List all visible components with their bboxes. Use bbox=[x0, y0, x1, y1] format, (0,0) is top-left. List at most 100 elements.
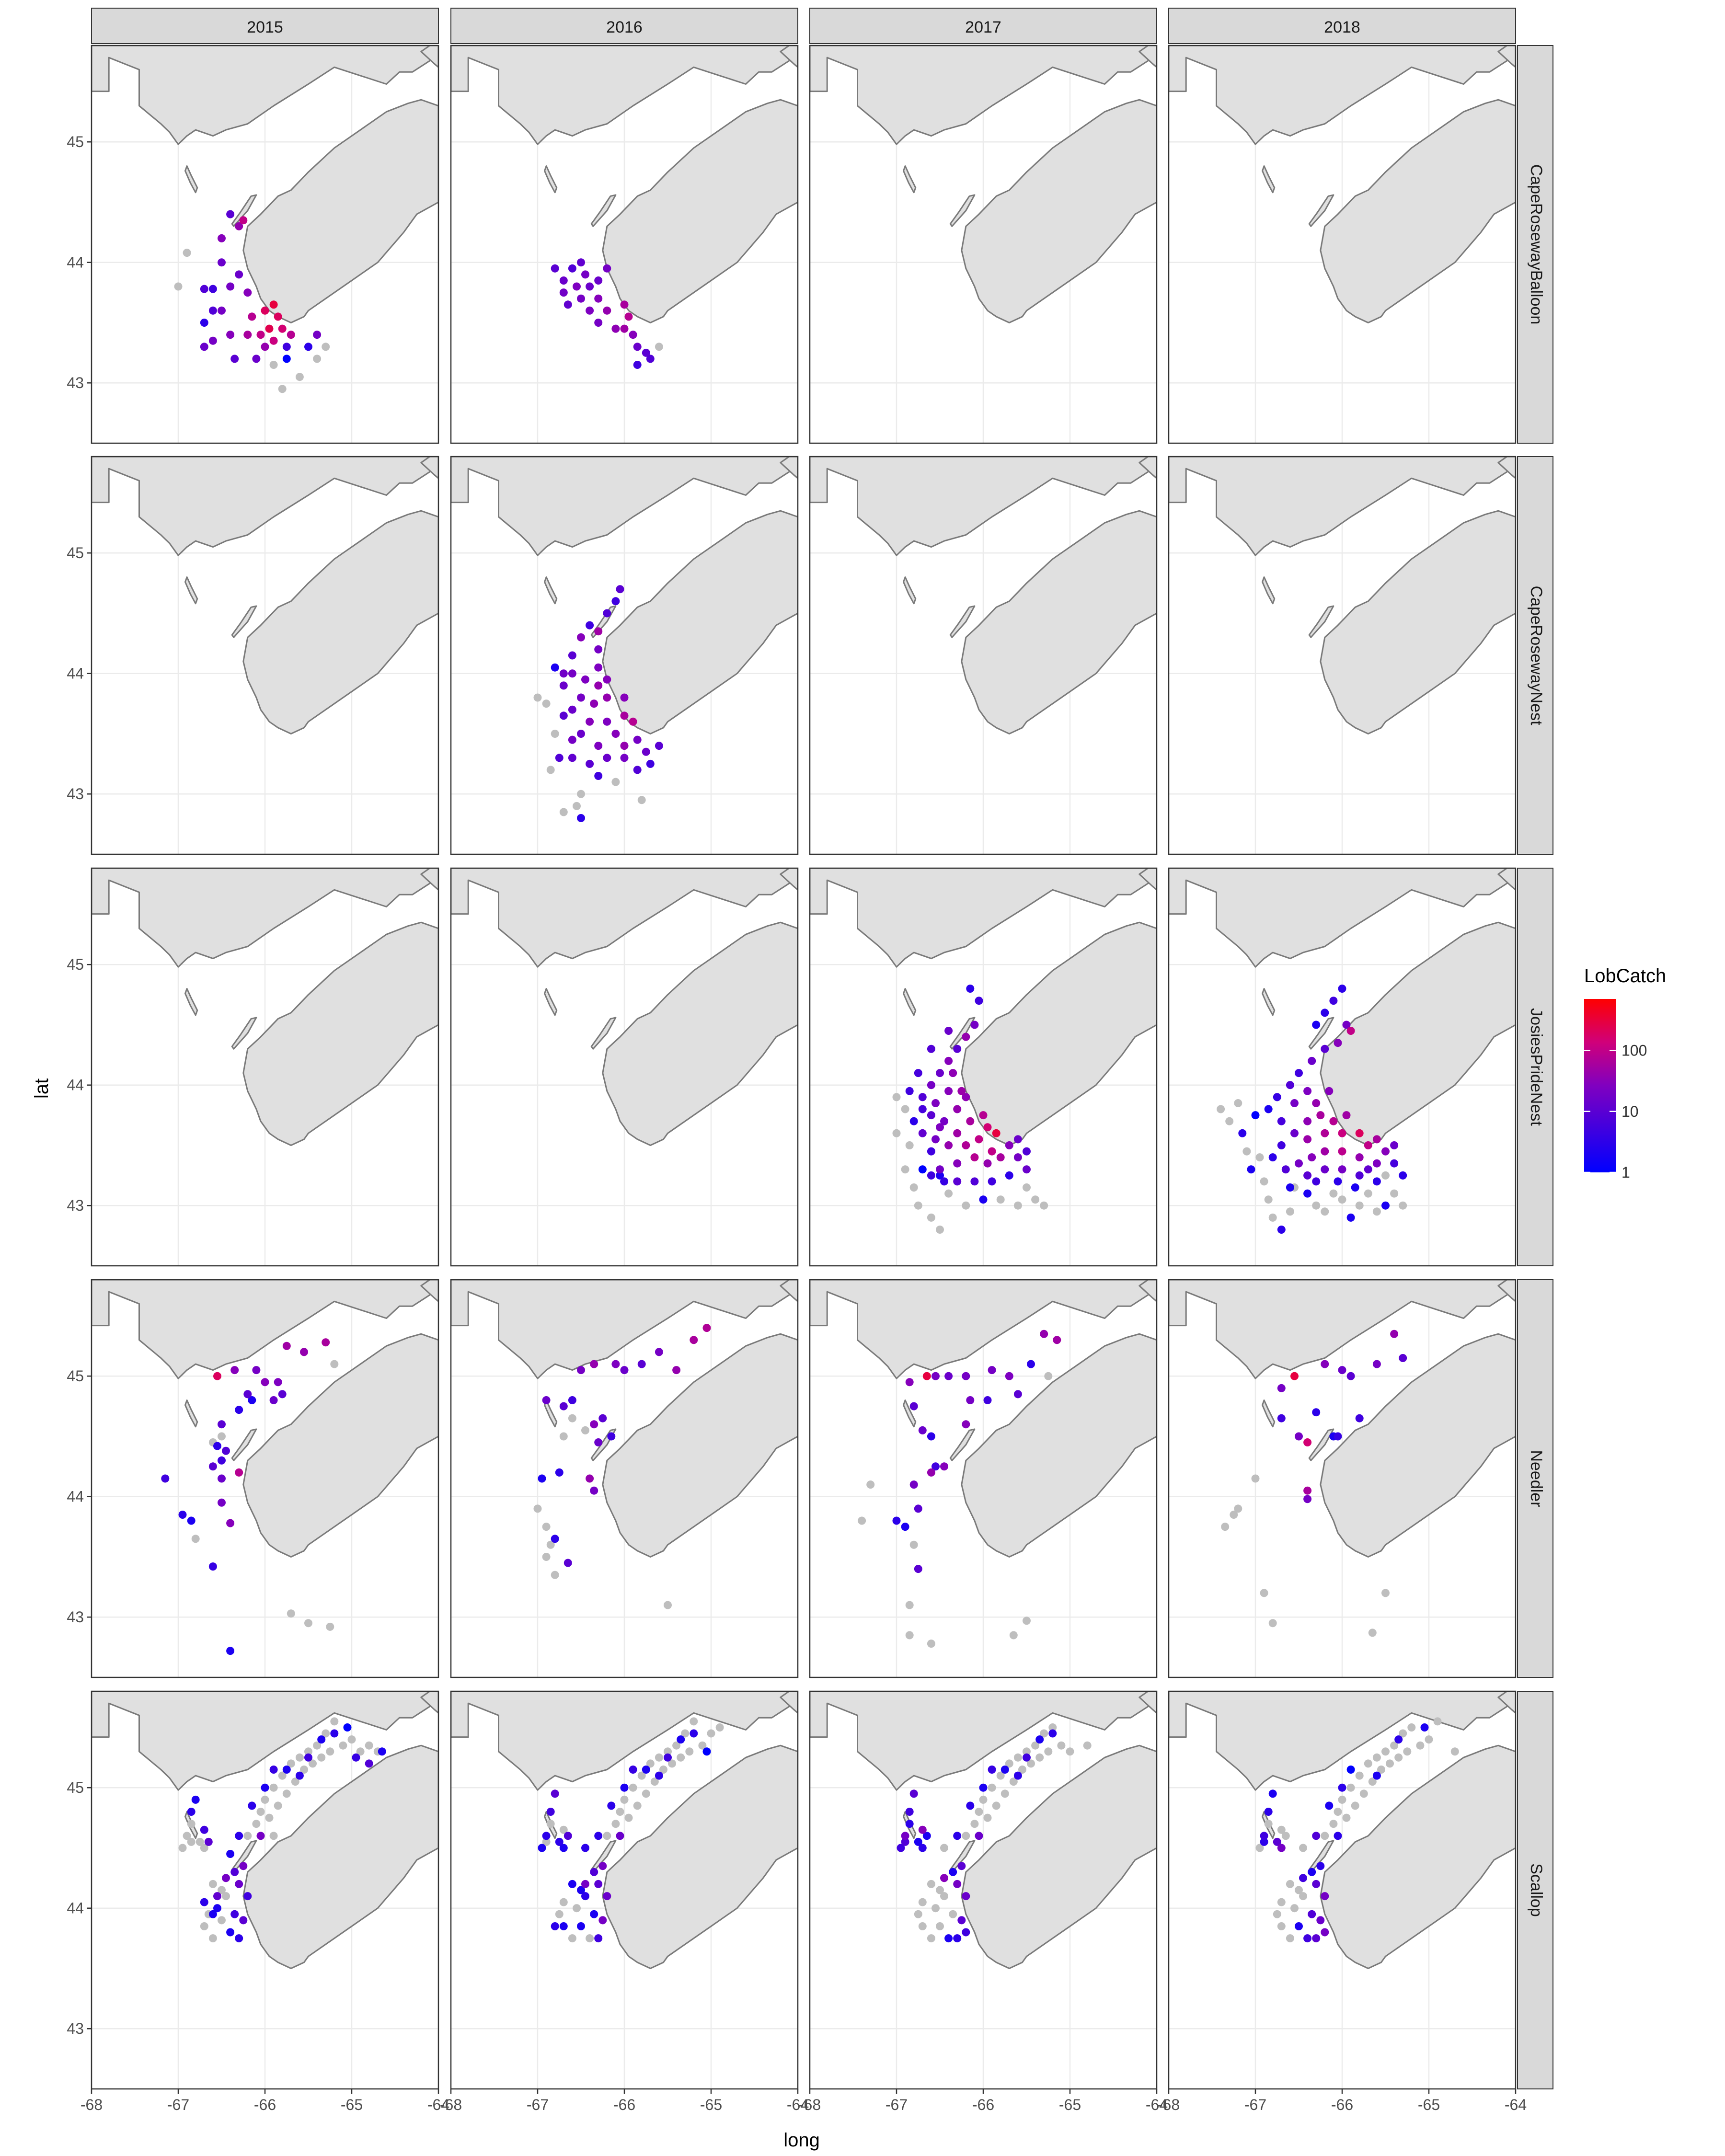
catch-point bbox=[542, 700, 551, 708]
catch-point bbox=[581, 1880, 589, 1888]
facet-panel bbox=[1168, 867, 1517, 1267]
catch-point bbox=[664, 1747, 672, 1756]
land-mainland bbox=[1169, 868, 1516, 968]
catch-point bbox=[261, 1783, 269, 1792]
x-tick-label: -65 bbox=[341, 2096, 363, 2113]
catch-point bbox=[927, 1171, 935, 1180]
land-mainland bbox=[810, 1280, 1157, 1379]
catch-point bbox=[1005, 1372, 1013, 1380]
catch-point bbox=[568, 1414, 576, 1422]
catch-point bbox=[642, 1766, 650, 1774]
catch-point bbox=[1242, 1147, 1251, 1156]
catch-point bbox=[1013, 1771, 1022, 1780]
catch-point bbox=[208, 1562, 217, 1571]
catch-point bbox=[927, 1640, 935, 1648]
catch-point bbox=[1009, 1778, 1018, 1786]
catch-point bbox=[304, 1747, 312, 1756]
y-tick-label: 45 bbox=[67, 544, 84, 562]
catch-point bbox=[909, 1480, 918, 1489]
catch-point bbox=[577, 1922, 585, 1930]
catch-point bbox=[213, 1372, 221, 1380]
land-grand-manan bbox=[184, 1399, 198, 1428]
catch-point bbox=[988, 1147, 996, 1156]
catch-point bbox=[1264, 1808, 1273, 1816]
catch-point bbox=[1044, 1747, 1053, 1756]
catch-point bbox=[1295, 1159, 1303, 1168]
catch-point bbox=[1295, 1922, 1303, 1930]
catch-point bbox=[1368, 1778, 1377, 1786]
catch-point bbox=[555, 1468, 564, 1477]
land-grand-manan bbox=[544, 165, 558, 194]
catch-point bbox=[1303, 1495, 1312, 1503]
catch-point bbox=[633, 766, 642, 774]
catch-point bbox=[866, 1480, 875, 1489]
catch-point bbox=[269, 1766, 278, 1774]
catch-point bbox=[603, 1892, 611, 1901]
catch-point bbox=[962, 1141, 970, 1149]
catch-point bbox=[1372, 1207, 1381, 1216]
catch-point bbox=[200, 1825, 208, 1834]
catch-point bbox=[611, 324, 620, 333]
catch-point bbox=[594, 1934, 603, 1943]
row-strip-label: CapeRosewayNest bbox=[1527, 585, 1545, 725]
column-strip-2015: 2015 bbox=[91, 8, 439, 44]
legend-tick-label: 1 bbox=[1622, 1164, 1630, 1181]
catch-point bbox=[611, 1820, 620, 1828]
catch-point bbox=[208, 336, 217, 345]
catch-point bbox=[1381, 1201, 1390, 1210]
catch-point bbox=[1295, 1886, 1303, 1894]
catch-point bbox=[905, 1601, 914, 1609]
catch-point bbox=[230, 1910, 239, 1918]
legend-tick-label: 100 bbox=[1622, 1042, 1647, 1059]
land-island bbox=[420, 868, 438, 891]
catch-point bbox=[538, 1474, 546, 1483]
catch-point bbox=[650, 1778, 659, 1786]
catch-point bbox=[598, 1414, 607, 1422]
axes: 43 44 45 43 44 45 43 44 45 43 44 45 43 44 45 -68 -67 -66 -… bbox=[67, 133, 1527, 2113]
catch-point bbox=[975, 1808, 983, 1816]
catch-point bbox=[620, 1783, 629, 1792]
catch-point bbox=[620, 711, 629, 720]
catch-point bbox=[1290, 1129, 1299, 1137]
catch-point bbox=[672, 1741, 681, 1750]
catch-point bbox=[239, 216, 248, 225]
panel-border bbox=[1168, 456, 1517, 855]
catch-point bbox=[979, 1783, 988, 1792]
catch-point bbox=[551, 730, 559, 738]
land-nova-scotia bbox=[242, 1744, 438, 1969]
catch-point bbox=[261, 343, 269, 351]
catch-point bbox=[1355, 1201, 1364, 1210]
catch-point bbox=[1321, 1207, 1329, 1216]
catch-point bbox=[996, 1195, 1005, 1204]
catch-point bbox=[642, 348, 650, 357]
catch-point bbox=[586, 759, 594, 768]
catch-point bbox=[1364, 1189, 1372, 1198]
catch-point bbox=[235, 1406, 243, 1414]
catch-point bbox=[1346, 1372, 1355, 1380]
catch-point bbox=[200, 1844, 208, 1852]
y-tick-label: 44 bbox=[67, 665, 84, 682]
catch-point bbox=[1355, 1771, 1364, 1780]
catch-point bbox=[637, 796, 646, 804]
catch-point bbox=[1312, 1832, 1321, 1840]
catch-point bbox=[962, 1420, 970, 1429]
catch-point bbox=[909, 1540, 918, 1549]
catch-point bbox=[252, 1820, 261, 1828]
catch-point bbox=[577, 1886, 585, 1894]
catch-point bbox=[559, 669, 568, 678]
catch-point bbox=[936, 1226, 944, 1234]
y-tick-label: 43 bbox=[67, 785, 84, 803]
x-tick-label: -68 bbox=[1158, 2096, 1180, 2113]
catch-point bbox=[905, 1141, 914, 1149]
land-nova-scotia bbox=[1320, 921, 1516, 1146]
catch-point bbox=[568, 735, 576, 744]
x-tick-label: -68 bbox=[440, 2096, 462, 2113]
land-grand-manan bbox=[544, 988, 558, 1016]
catch-point bbox=[1316, 1916, 1325, 1925]
catch-point bbox=[975, 997, 983, 1005]
catch-point bbox=[218, 234, 226, 242]
catch-point bbox=[261, 1795, 269, 1804]
catch-point bbox=[1372, 1360, 1381, 1368]
catch-point bbox=[295, 1771, 304, 1780]
catch-point bbox=[1044, 1372, 1053, 1380]
